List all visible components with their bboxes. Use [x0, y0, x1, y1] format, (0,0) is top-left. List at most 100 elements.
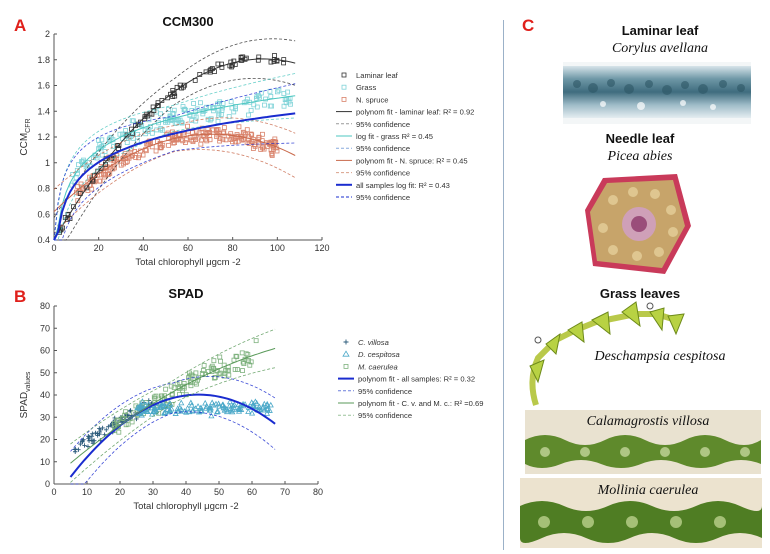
- data-point: [157, 145, 163, 150]
- data-point: [253, 338, 259, 344]
- x-tick-label: 20: [94, 243, 104, 253]
- data-point: [245, 352, 251, 357]
- data-point: [167, 400, 174, 407]
- deschampsia-species: Deschampsia cespitosa: [594, 349, 726, 364]
- legend-marker: [343, 364, 349, 369]
- data-point: [257, 94, 262, 100]
- data-point: [98, 427, 103, 433]
- fit-line-cvmc: [70, 347, 276, 464]
- data-point: [219, 64, 225, 70]
- data-point: [175, 407, 182, 414]
- needle-leaf-micrograph: [583, 170, 695, 278]
- data-point: [260, 131, 265, 137]
- data-point: [123, 128, 128, 134]
- data-point: [193, 118, 199, 124]
- data-point: [240, 368, 245, 373]
- data-point: [209, 399, 216, 406]
- data-point: [125, 413, 130, 419]
- data-point: [218, 358, 223, 364]
- panel-label-c: C: [522, 16, 535, 35]
- y-tick-label: 50: [40, 368, 50, 378]
- legend-entry: 95% confidence: [358, 387, 412, 396]
- data-point: [215, 61, 221, 67]
- data-point: [169, 117, 175, 123]
- confidence-line-all: [70, 376, 276, 452]
- data-point: [268, 93, 274, 99]
- data-point: [199, 370, 205, 376]
- data-point: [158, 393, 164, 399]
- data-point: [229, 64, 235, 70]
- data-point: [187, 399, 194, 406]
- x-tick-label: 120: [314, 243, 329, 253]
- data-point: [120, 415, 125, 421]
- data-point: [212, 375, 218, 380]
- grass-leaves-title: Grass leaves: [599, 286, 681, 301]
- data-point: [187, 380, 193, 386]
- data-point: [252, 143, 258, 149]
- data-point: [276, 87, 282, 93]
- data-point: [272, 136, 278, 142]
- data-point: [107, 135, 113, 141]
- data-point: [208, 412, 215, 419]
- chart-title: CCM300: [162, 14, 213, 29]
- fit-line-grass: [53, 95, 296, 241]
- data-point: [260, 144, 266, 150]
- y-tick-label: 0.6: [37, 209, 50, 219]
- mollinia-species: Mollinia caerulea: [597, 483, 699, 498]
- y-tick-label: 30: [40, 412, 50, 422]
- data-point: [182, 140, 188, 145]
- data-point: [171, 137, 177, 143]
- legend-entry: 95% confidence: [356, 120, 410, 129]
- data-point: [189, 407, 196, 414]
- data-point: [217, 354, 223, 360]
- data-point: [187, 113, 193, 118]
- scatter-points: [72, 338, 274, 454]
- data-point: [211, 375, 217, 381]
- confidence-line-spruce: [53, 149, 296, 235]
- data-point: [231, 401, 238, 408]
- data-point: [136, 155, 141, 161]
- calamagrostis-species: Calamagrostis villosa: [586, 414, 710, 429]
- data-point: [269, 103, 274, 109]
- data-point: [198, 407, 205, 414]
- data-point: [143, 148, 149, 154]
- legend-entry: Laminar leaf: [356, 71, 399, 80]
- data-point: [218, 112, 224, 117]
- legend-entry: 95% confidence: [356, 169, 410, 178]
- data-point: [79, 159, 84, 164]
- data-point: [115, 417, 121, 423]
- data-point: [231, 136, 237, 141]
- y-tick-label: 1.4: [37, 106, 50, 116]
- data-point: [92, 438, 97, 443]
- data-point: [85, 187, 91, 193]
- data-point: [86, 436, 91, 441]
- data-point: [274, 148, 280, 154]
- legend-entry: D. cespitosa: [358, 350, 400, 359]
- data-point: [264, 400, 271, 407]
- data-point: [211, 105, 217, 110]
- data-point: [210, 127, 215, 133]
- legend-marker: [343, 339, 349, 345]
- data-point: [177, 117, 183, 123]
- data-point: [186, 375, 191, 381]
- data-point: [113, 156, 119, 162]
- data-point: [226, 114, 232, 120]
- data-point: [114, 418, 120, 424]
- data-point: [161, 410, 168, 416]
- data-point: [139, 398, 146, 404]
- x-tick-label: 60: [183, 243, 193, 253]
- data-point: [84, 185, 90, 191]
- data-point: [238, 54, 244, 60]
- data-point: [250, 400, 257, 407]
- data-point: [90, 431, 95, 436]
- y-axis-label: CCMCFR: [19, 118, 32, 155]
- data-point: [223, 408, 231, 415]
- data-point: [263, 410, 271, 416]
- data-point: [286, 99, 292, 105]
- data-point: [269, 151, 275, 157]
- data-point: [239, 137, 245, 143]
- y-tick-label: 1.6: [37, 81, 50, 91]
- data-point: [124, 158, 130, 164]
- data-point: [106, 424, 111, 429]
- data-point: [253, 399, 260, 406]
